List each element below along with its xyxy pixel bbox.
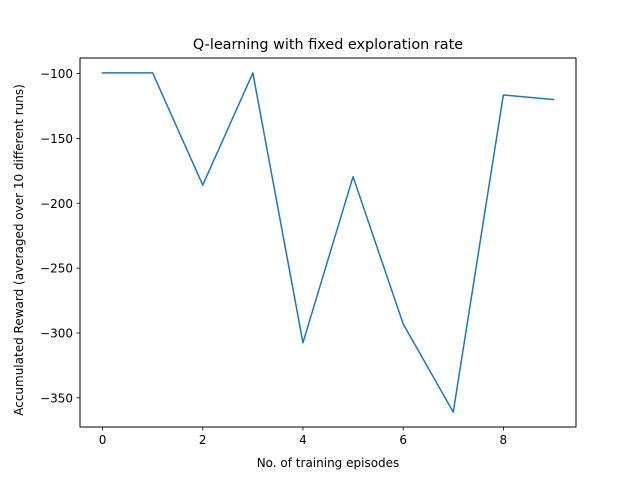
plot-area-frame bbox=[79, 57, 577, 428]
x-tick-label: 2 bbox=[199, 433, 207, 447]
x-tick-label: 0 bbox=[99, 433, 107, 447]
series-layer bbox=[101, 72, 555, 413]
ticks-layer: 0 2 4 6 8 −100 −150 −200 −250 −300 −350 bbox=[40, 67, 507, 447]
y-tick-label: −250 bbox=[40, 262, 73, 276]
chart-title: Q-learning with fixed exploration rate bbox=[193, 37, 463, 53]
y-tick-label: −350 bbox=[40, 391, 73, 405]
y-tick-label: −300 bbox=[40, 326, 73, 340]
y-axis-label: Accumulated Reward (averaged over 10 dif… bbox=[12, 84, 26, 416]
x-tick-label: 8 bbox=[500, 433, 508, 447]
series-line bbox=[101, 72, 555, 413]
x-axis-label: No. of training episodes bbox=[257, 456, 400, 470]
x-tick-label: 4 bbox=[299, 433, 307, 447]
x-tick-label: 6 bbox=[399, 433, 407, 447]
y-tick-label: −100 bbox=[40, 67, 73, 81]
y-tick-label: −200 bbox=[40, 197, 73, 211]
y-tick-label: −150 bbox=[40, 132, 73, 146]
